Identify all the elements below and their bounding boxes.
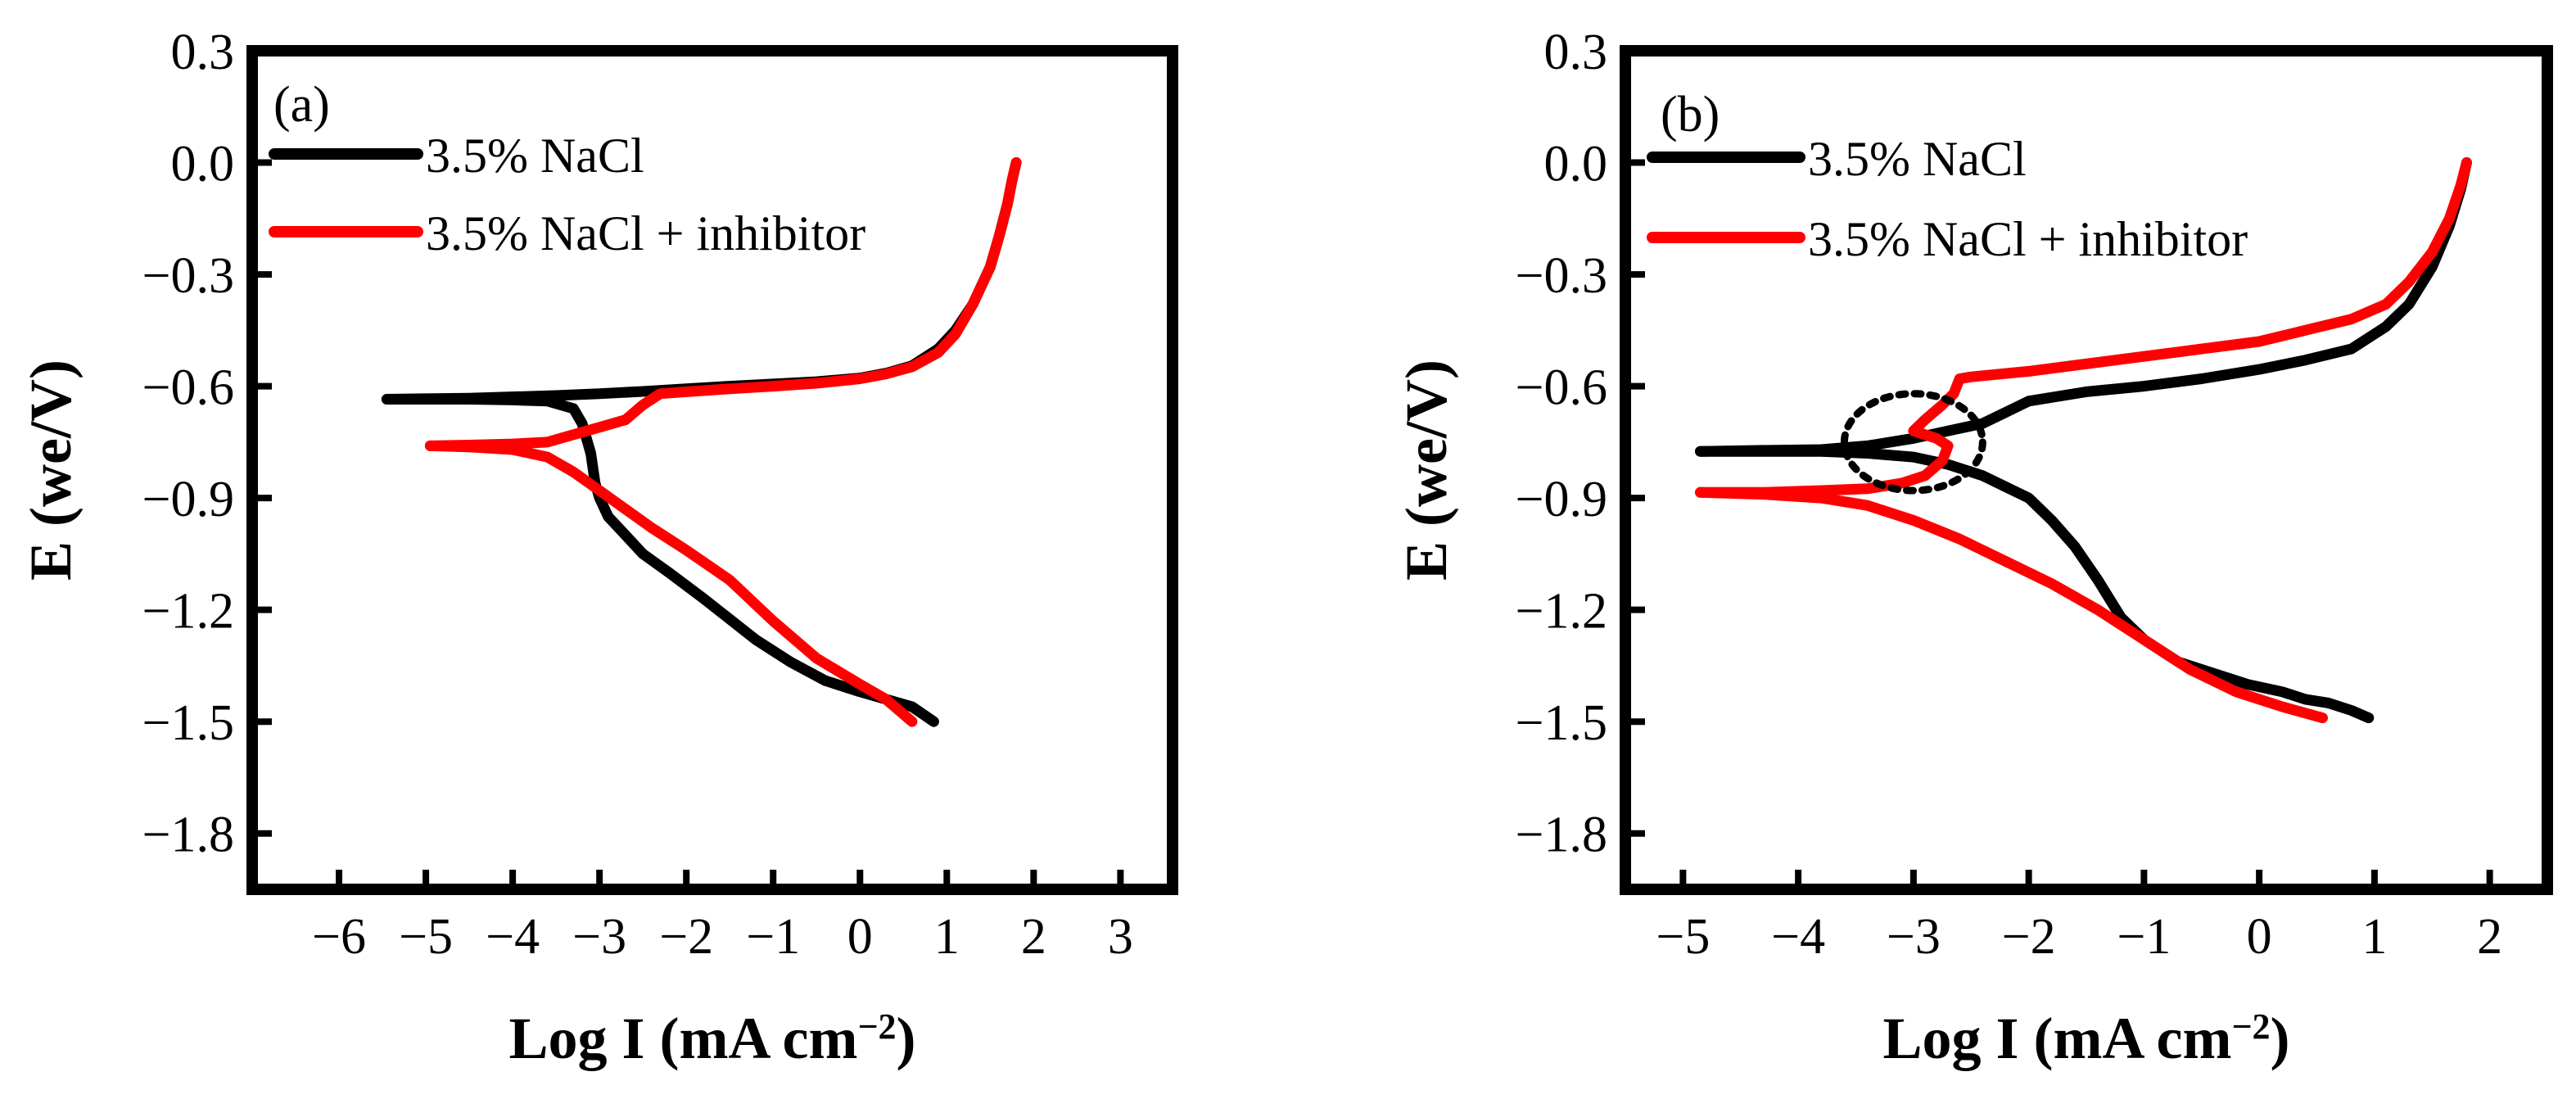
panel-a-ytick-label: −1.2 [142,584,234,640]
panel-b-legend: 3.5% NaCl 3.5% NaCl + inhibitor [1647,132,2248,266]
panel-b-xtick-label: −5 [1656,909,1710,965]
panel-a-label: (a) [273,77,330,133]
panel-b-ytick-label: 0.3 [1544,25,1608,80]
panel-b-ytick-label: −1.5 [1516,695,1607,751]
legend-label-inhibitor: 3.5% NaCl + inhibitor [426,206,865,260]
panel-a-ytick-label: 0.0 [171,137,235,192]
panel-b-series [1695,157,2472,724]
panel-a-xtick-label: −6 [312,909,366,965]
panel-a-ytick-label: 0.3 [171,25,235,80]
panel-a-xlabel: Log I (mA cm−2) [508,1006,915,1071]
panel-a-ytick-label: −0.6 [142,360,234,416]
panel-b: −5 −4 −3 −2 −1 0 1 2 0.3 0.0 −0.3 −0.6 −0.9 −1.2 −1.5 −… [1394,25,2553,1071]
legend-label-inhibitor: 3.5% NaCl + inhibitor [1808,212,2248,266]
panel-a-xtick-label: −4 [486,909,540,965]
panel-a-xtick-label: 1 [934,909,960,965]
panel-a-ticks: −6 −5 −4 −3 −2 −1 0 1 2 3 0.3 0.0 −0.3 −0.6 −0.9 −1.2 −1… [142,25,1133,965]
panel-a-ytick-label: −0.9 [142,472,234,527]
panel-a-ytick-label: −1.8 [142,807,234,863]
panel-b-ytick-label: −0.6 [1516,360,1607,416]
panel-b-xtick-label: −1 [2117,909,2171,965]
panel-b-ytick-label: −0.9 [1516,472,1607,527]
panel-b-label: (b) [1661,87,1720,142]
panel-b-xtick-label: −4 [1771,909,1825,965]
panel-b-ytick-label: 0.0 [1544,137,1608,192]
panel-b-series-2 [1695,157,2472,498]
panel-b-xtick-label: 2 [2477,909,2502,965]
panel-a-xtick-label: −1 [746,909,800,965]
panel-a: −6 −5 −4 −3 −2 −1 0 1 2 3 0.3 0.0 −0.3 −0.6 −0.9 −1.2 −1… [18,25,1178,1071]
panel-b-xtick-label: −2 [2002,909,2056,965]
panel-b-xlabel: Log I (mA cm−2) [1882,1006,2289,1071]
panel-b-series-1 [1695,157,2472,457]
panel-b-frame [1620,45,2553,895]
panel-a-xtick-label: −2 [659,909,713,965]
panel-b-xtick-label: 0 [2247,909,2272,965]
panel-b-dotted-circle [1840,390,1986,495]
panel-b-xtick-label: 1 [2361,909,2387,965]
panel-a-series-2 [424,157,1022,451]
panel-a-xtick-label: −5 [399,909,453,965]
panel-a-ylabel: E (we/V) [18,360,84,581]
panel-a-ytick-label: −1.5 [142,695,234,751]
panel-a-xtick-label: 3 [1108,909,1133,965]
panel-a-ytick-label: −0.3 [142,248,234,304]
panel-a-xtick-label: 2 [1021,909,1046,965]
panel-a-xtick-label: −3 [572,909,626,965]
panel-b-ytick-label: −1.8 [1516,807,1607,863]
legend-label-nacl: 3.5% NaCl [426,129,644,183]
panel-b-series-3 [1695,486,2328,724]
panel-a-series-3 [424,440,918,727]
panel-b-ticks: −5 −4 −3 −2 −1 0 1 2 0.3 0.0 −0.3 −0.6 −0.9 −1.2 −1.5 −… [1516,25,2503,965]
panel-b-series-0 [1695,445,2375,724]
panel-a-frame [246,45,1178,895]
panel-b-ytick-label: −1.2 [1516,584,1607,640]
panel-a-xtick-label: 0 [847,909,873,965]
panel-b-ytick-label: −0.3 [1516,248,1607,304]
panel-a-series [381,157,1022,727]
panel-b-ylabel: E (we/V) [1394,360,1459,581]
panel-a-legend: 3.5% NaCl 3.5% NaCl + inhibitor [269,129,865,260]
panel-b-xtick-label: −3 [1887,909,1941,965]
legend-label-nacl: 3.5% NaCl [1808,132,2027,186]
